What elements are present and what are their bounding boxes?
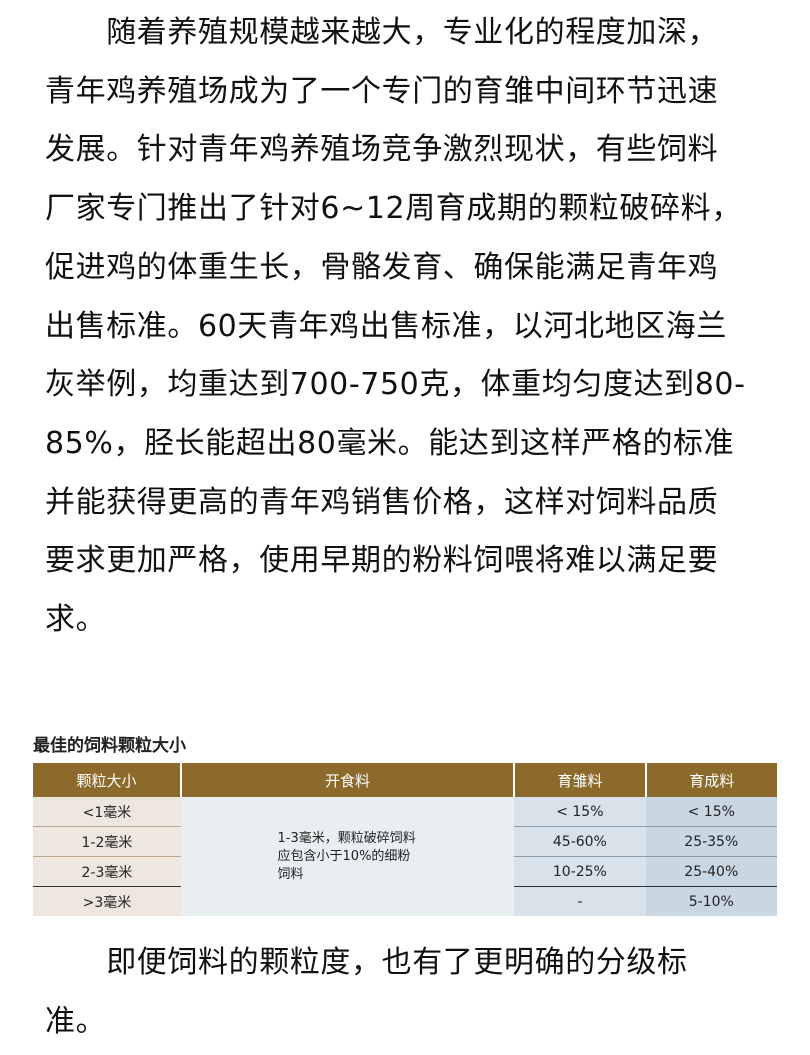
text-line: 随着养殖规模越来越大，专业化的程度加深， <box>45 15 719 50</box>
text-line: 青年鸡养殖场成为了一个专门的育雏中间环节迅速 <box>45 73 719 109</box>
particle-size-table: 颗粒大小 开食料 育雏料 育成料 <1毫米 1-3毫米，颗粒破碎饲料应包含小于1… <box>33 763 777 916</box>
table-row: <1毫米 1-3毫米，颗粒破碎饲料应包含小于10%的细粉饲料 < 15% < 1… <box>33 797 777 916</box>
text-line: 要求更加严格，使用早期的粉料饲喂将难以满足要 <box>45 543 719 579</box>
cell-size: >3毫米 <box>33 886 181 916</box>
text-line: 85%，胫长能超出80毫米。能达到这样严格的标准 <box>45 425 735 461</box>
cell-brooder: 10-25% <box>514 856 646 887</box>
cell-brooder: < 15% <box>514 797 646 827</box>
header-grower: 育成料 <box>645 763 777 797</box>
text-line: 发展。针对青年鸡养殖场竞争激烈现状，有些饲料 <box>45 132 719 168</box>
text-line: 即便饲料的颗粒度，也有了更明确的分级标 <box>45 945 688 980</box>
table-header-row: 颗粒大小 开食料 育雏料 育成料 <box>33 763 777 797</box>
text-line: 灰举例，均重达到700-750克，体重均匀度达到80- <box>45 367 746 403</box>
starter-note-text: 1-3毫米，颗粒破碎饲料应包含小于10%的细粉饲料 <box>277 830 416 882</box>
header-starter: 开食料 <box>180 763 516 797</box>
text-line: 求。 <box>45 602 107 637</box>
cell-size: 2-3毫米 <box>33 856 181 887</box>
text-line: 并能获得更高的青年鸡销售价格，这样对饲料品质 <box>45 484 719 520</box>
cell-starter-note: 1-3毫米，颗粒破碎饲料应包含小于10%的细粉饲料 <box>180 797 515 916</box>
cell-grower: 25-35% <box>645 826 777 857</box>
text-line: 出售标准。60天青年鸡出售标准，以河北地区海兰 <box>45 308 727 344</box>
cell-grower: < 15% <box>645 797 777 827</box>
table-row: >3毫米 - 5-10% <box>33 886 777 916</box>
table-title: 最佳的饲料颗粒大小 <box>33 736 186 756</box>
cell-brooder: - <box>514 886 646 916</box>
cell-size: 1-2毫米 <box>33 826 181 857</box>
text-line: 促进鸡的体重生长，骨骼发育、确保能满足青年鸡 <box>45 249 719 285</box>
text-line: 厂家专门推出了针对6~12周育成期的颗粒破碎料， <box>45 191 742 227</box>
table-row: 2-3毫米 10-25% 25-40% <box>33 856 777 887</box>
header-brooder: 育雏料 <box>514 763 647 797</box>
header-size: 颗粒大小 <box>33 763 182 797</box>
text-line: 准。 <box>45 1003 107 1039</box>
cell-brooder: 45-60% <box>514 826 646 857</box>
cell-size: <1毫米 <box>33 797 181 827</box>
cell-grower: 25-40% <box>645 856 777 887</box>
table-row: 1-2毫米 45-60% 25-35% <box>33 826 777 857</box>
cell-grower: 5-10% <box>645 886 777 916</box>
